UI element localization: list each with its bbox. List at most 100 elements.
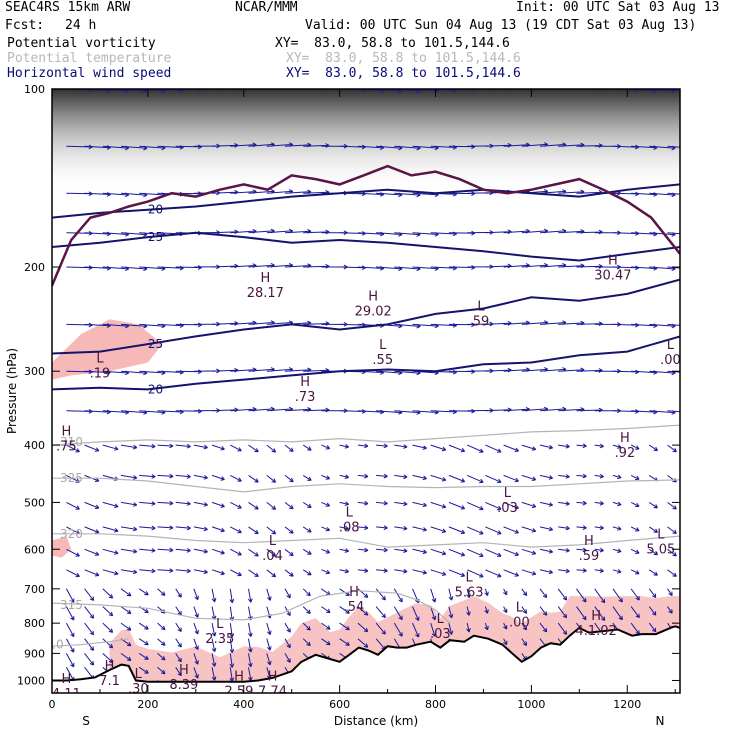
wind-vector — [630, 526, 640, 532]
extremum-value: 28.17 — [247, 286, 284, 301]
wind-vector — [266, 526, 277, 535]
wind-vector — [120, 588, 132, 597]
wind-vector — [84, 606, 95, 619]
y-tick-label: 600 — [24, 543, 45, 556]
windspeed-label: 25 — [148, 230, 163, 244]
extremum-value: .55 — [372, 353, 393, 368]
wind-vector — [175, 474, 191, 479]
wind-vector — [229, 653, 235, 668]
wind-vector — [229, 623, 235, 638]
x-tick-label: 400 — [233, 698, 254, 711]
wind-vector — [503, 588, 508, 596]
wind-vector — [485, 474, 502, 483]
wind-vector — [521, 444, 537, 451]
wind-vector — [321, 548, 331, 554]
wind-vector — [302, 501, 312, 508]
wind-vector — [630, 588, 640, 601]
extremum-value: .92 — [615, 446, 636, 461]
extremum-L: L — [477, 300, 485, 315]
wind-vector — [120, 569, 138, 575]
wind-vector — [139, 568, 156, 574]
windspeed-label: 25 — [148, 337, 163, 351]
wind-vector — [102, 569, 119, 576]
wind-vector — [485, 444, 502, 453]
wind-vector — [175, 443, 191, 449]
wind-vector — [430, 588, 437, 603]
wind-vector — [248, 569, 259, 577]
x-tick-label: 0 — [49, 698, 56, 711]
wind-vector — [576, 443, 587, 449]
wind-vector — [138, 652, 149, 660]
wind-vector — [557, 606, 568, 619]
wind-vector — [230, 501, 242, 509]
wind-vector — [230, 548, 242, 556]
wind-vector — [175, 588, 182, 598]
wind-vector — [138, 666, 149, 674]
wind-vector — [321, 501, 331, 507]
wind-vector — [284, 548, 294, 557]
wind-vector — [576, 229, 603, 235]
wind-vector — [630, 474, 640, 480]
extremum-H: H — [105, 659, 115, 674]
wind-vector — [212, 321, 239, 326]
wind-vector — [394, 568, 408, 574]
wind-vector — [667, 474, 677, 483]
wind-vector — [576, 368, 603, 373]
wind-vector — [175, 653, 182, 663]
extremum-value: .04 — [262, 549, 283, 564]
wind-vector — [667, 526, 677, 534]
wind-vector — [211, 548, 225, 555]
wind-vector — [376, 443, 388, 449]
pv-contour-0 — [52, 164, 680, 287]
wind-vector — [248, 638, 253, 653]
extremum-value: .00 — [660, 353, 681, 368]
wind-vector — [539, 622, 548, 633]
field-xy-pt: XY= 83.0, 58.8 to 101.5,144.6 — [286, 51, 521, 66]
extremum-L: L — [657, 527, 665, 542]
wind-vector — [376, 473, 388, 479]
wind-vector — [266, 548, 277, 557]
wind-vector — [193, 501, 208, 507]
wind-vector — [376, 568, 388, 573]
wind-vector — [266, 638, 272, 651]
wind-vector — [303, 263, 330, 269]
wind-vector — [667, 606, 673, 614]
wind-vector — [539, 474, 554, 480]
wind-vector — [303, 229, 330, 235]
wind-vector — [667, 266, 680, 269]
wind-vector — [102, 606, 114, 617]
wind-vector — [266, 475, 277, 483]
wind-vector — [612, 444, 622, 449]
wind-vector — [430, 622, 437, 637]
wind-vector — [558, 548, 570, 553]
wind-vector — [211, 653, 217, 667]
extremum-H: H — [61, 672, 71, 687]
extremum-H: H — [61, 424, 71, 439]
wind-vector — [193, 474, 208, 480]
y-tick-label: 500 — [24, 496, 45, 509]
wind-vector — [466, 588, 471, 599]
wind-vector — [120, 548, 138, 554]
wind-vector — [412, 474, 427, 481]
wind-vector — [120, 622, 132, 631]
wind-vector — [230, 474, 242, 482]
model-name: SEAC4RS 15km ARW — [5, 0, 131, 15]
y-tick-label: 900 — [24, 647, 45, 660]
wind-vector — [430, 548, 447, 556]
windspeed-contour-2 — [52, 183, 680, 219]
extremum-H: H — [300, 375, 310, 390]
theta-label: 315 — [60, 598, 83, 612]
extremum-L: L — [135, 667, 143, 682]
wind-vector — [612, 474, 622, 480]
wind-vector — [649, 548, 658, 556]
wind-vector — [648, 606, 657, 616]
wind-vector — [84, 548, 100, 556]
wind-vector — [521, 622, 528, 631]
wind-vector — [412, 444, 427, 450]
y-tick-label: 200 — [24, 261, 45, 274]
wind-vector — [430, 606, 437, 621]
extremum-value: 4.11 — [52, 687, 81, 702]
wind-vector — [84, 638, 95, 651]
x-axis-title: Distance (km) — [334, 714, 418, 728]
